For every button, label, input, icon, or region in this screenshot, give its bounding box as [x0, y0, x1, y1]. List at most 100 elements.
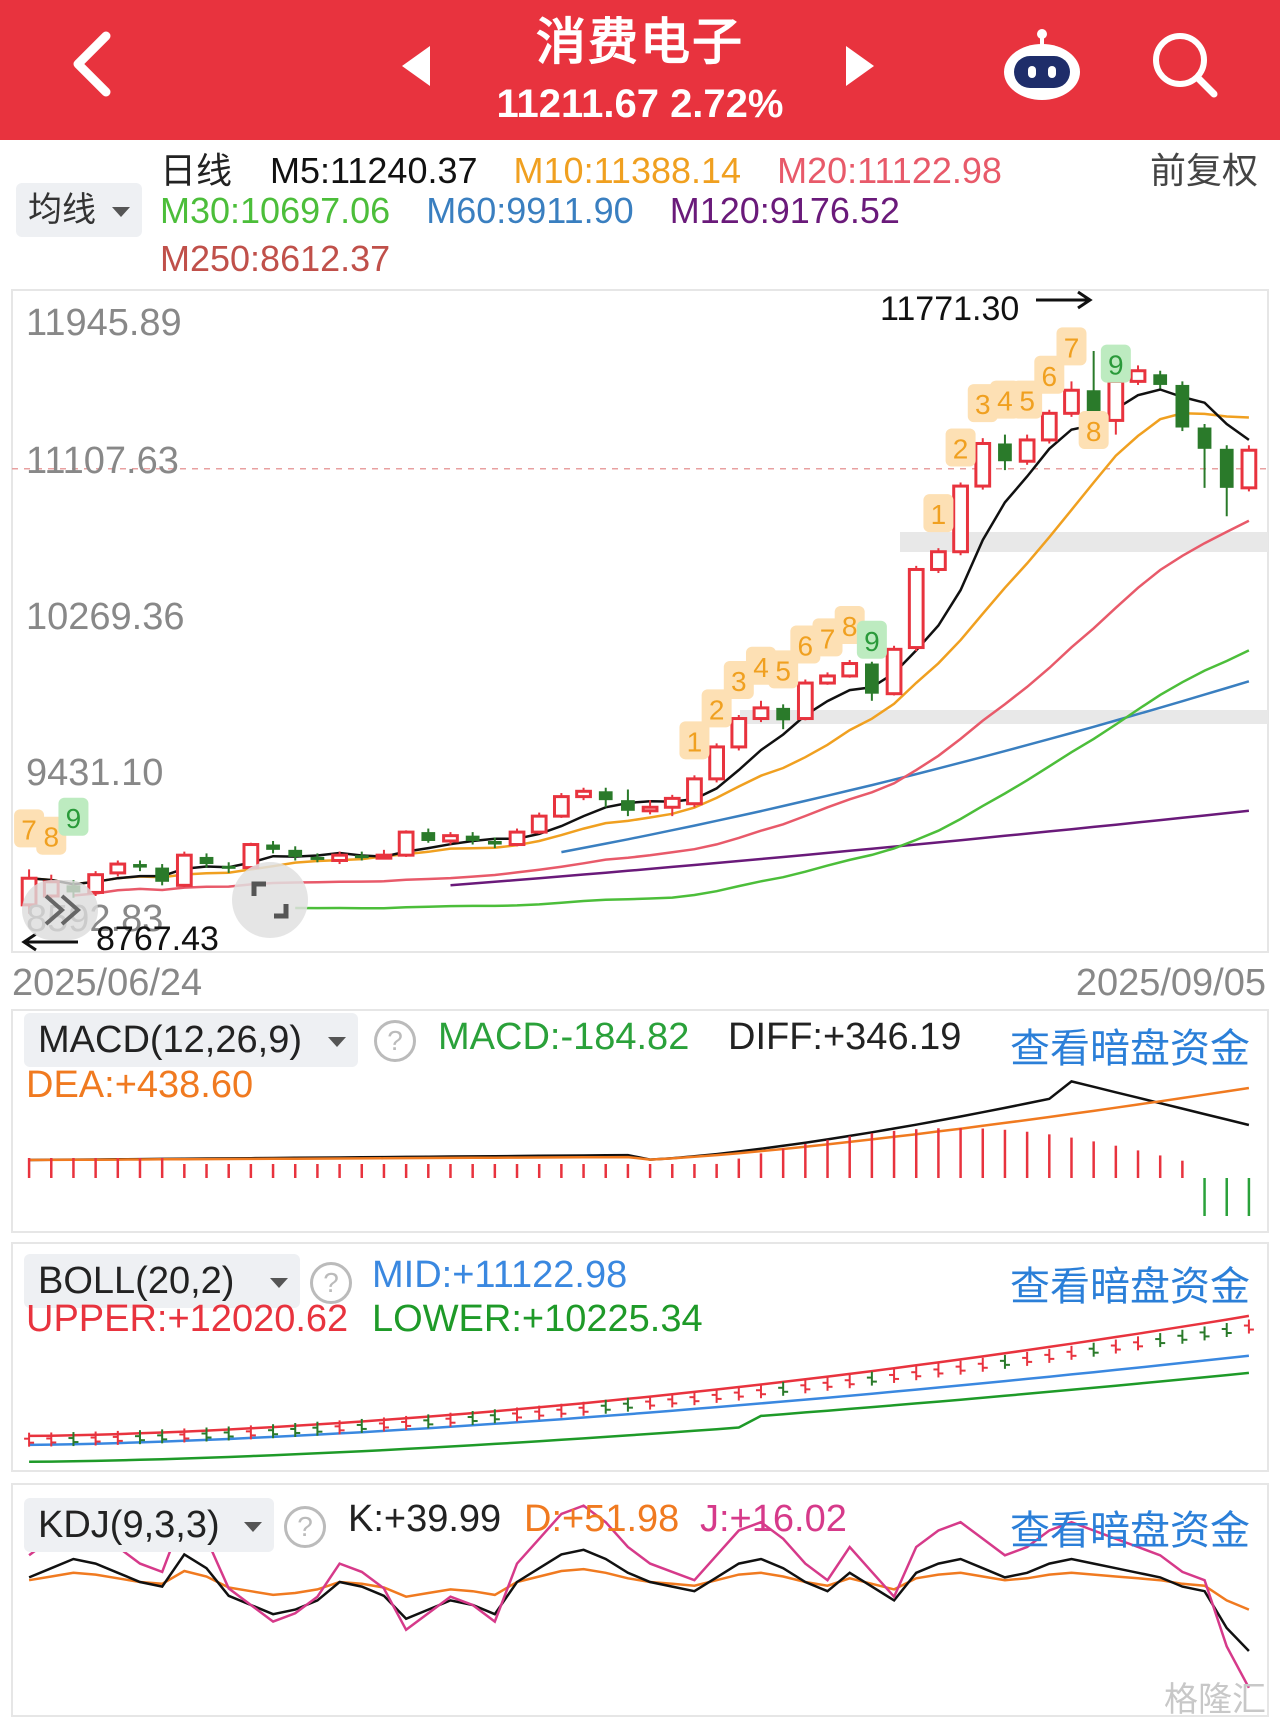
- td-marker: 6: [1042, 361, 1058, 392]
- candle-body: [442, 834, 459, 843]
- diff-value: DIFF:+346.19: [728, 1016, 962, 1058]
- td-marker: 2: [953, 434, 969, 465]
- watermark-logo: 格隆汇: [1164, 1672, 1266, 1721]
- help-icon[interactable]: ?: [310, 1262, 352, 1304]
- candle-body: [199, 856, 214, 865]
- kdj-k-value: K:+39.99: [348, 1498, 502, 1540]
- expand-left-button[interactable]: [22, 880, 98, 940]
- boll-panel-frame: [11, 1242, 1269, 1472]
- ma-line-1: 日线 M5:11240.37 M10:11388.14 M20:11122.98: [160, 142, 1002, 194]
- ma20-line: [73, 519, 1250, 897]
- boll-select[interactable]: BOLL(20,2): [24, 1254, 300, 1308]
- td-marker: 8: [842, 611, 858, 642]
- candle-body: [907, 567, 925, 650]
- dea-value: DEA:+438.60: [26, 1064, 254, 1106]
- band-highlight: [740, 710, 1268, 724]
- candle-body: [487, 840, 502, 845]
- td-marker: 7: [21, 814, 37, 845]
- candle-body: [686, 777, 703, 806]
- chevron-down-icon: [328, 1037, 346, 1047]
- boll-upper-value: UPPER:+12020.62: [26, 1298, 349, 1340]
- macd-select[interactable]: MACD(12,26,9): [24, 1013, 358, 1067]
- page-title: 消费电子: [536, 14, 744, 70]
- low-annotation: 8767.43: [96, 920, 219, 958]
- candle-body: [819, 674, 836, 685]
- td-marker: 5: [775, 655, 791, 686]
- ma-select-label: 均线: [28, 191, 96, 229]
- ma250-value: M250:8612.37: [160, 238, 391, 279]
- candle-body: [621, 800, 635, 811]
- dark-pool-link[interactable]: 查看暗盘资金: [1010, 1509, 1250, 1553]
- ma20-value: M20:11122.98: [777, 150, 1002, 191]
- ma120-line: [450, 809, 1250, 887]
- boll-upper-line: [29, 1314, 1250, 1438]
- boll-mid-line: [29, 1354, 1250, 1447]
- price-axis-label: 10269.36: [26, 596, 185, 638]
- boll-select-label: BOLL(20,2): [38, 1260, 235, 1302]
- price-axis-label: 11945.89: [26, 302, 182, 344]
- td-marker-bg: [1100, 344, 1131, 383]
- ma-select[interactable]: 均线: [16, 183, 142, 237]
- header-bar: 消费电子 11211.67 2.72%: [0, 0, 1280, 140]
- dark-pool-link[interactable]: 查看暗盘资金: [1010, 1265, 1250, 1309]
- chevron-down-icon: [112, 207, 130, 217]
- candle-body: [575, 789, 592, 799]
- candle-body: [864, 663, 879, 694]
- candle-body: [155, 867, 170, 882]
- candle-body: [930, 550, 947, 571]
- candle-body: [641, 805, 659, 813]
- candle-body: [663, 796, 681, 809]
- fullscreen-button[interactable]: [232, 862, 308, 938]
- candle-body: [288, 849, 303, 857]
- ma60-value: M60:9911.90: [426, 190, 634, 231]
- band-highlight: [900, 532, 1268, 552]
- date-end: 2025/09/05: [1075, 962, 1266, 1004]
- price-value: 11211.67: [496, 82, 659, 126]
- ma120-value: M120:9176.52: [669, 190, 900, 231]
- candle-body: [708, 745, 726, 781]
- candle-body: [1107, 379, 1125, 422]
- high-arrow-icon: [1036, 290, 1093, 310]
- candle-body: [465, 835, 480, 841]
- candle-body: [133, 864, 147, 868]
- candle-body: [221, 865, 236, 869]
- price-axis-label: 9431.10: [26, 752, 164, 794]
- td-marker: 1: [687, 726, 703, 757]
- candle-body: [175, 853, 193, 887]
- change-value: 2.72%: [670, 82, 784, 126]
- candle-body: [796, 681, 814, 721]
- candle-body: [109, 862, 127, 875]
- ma10-line: [28, 412, 1249, 886]
- ma30-line: [295, 649, 1250, 910]
- ma-line-3: M250:8612.37: [160, 238, 390, 280]
- macd-value: MACD:-184.82: [438, 1016, 690, 1058]
- kdj-panel-frame: [11, 1483, 1269, 1717]
- help-icon[interactable]: ?: [374, 1020, 416, 1062]
- td-marker: 4: [753, 652, 769, 683]
- candle-body: [752, 706, 770, 721]
- ma-line-2: M30:10697.06 M60:9911.90 M120:9176.52: [160, 190, 900, 232]
- candle-body: [87, 873, 105, 894]
- kdj-select[interactable]: KDJ(9,3,3): [24, 1498, 274, 1552]
- td-marker: 2: [709, 694, 725, 725]
- candle-body: [1018, 438, 1036, 463]
- boll-lower-value: LOWER:+10225.34: [372, 1298, 703, 1340]
- chevron-down-icon: [270, 1278, 288, 1288]
- dark-pool-link[interactable]: 查看暗盘资金: [1010, 1027, 1250, 1071]
- fullscreen-icon: [251, 881, 289, 919]
- td-marker: 9: [1108, 350, 1124, 381]
- adjust-label[interactable]: 前复权: [1149, 150, 1258, 191]
- back-arrow-icon[interactable]: [70, 28, 140, 108]
- candle-body: [998, 443, 1012, 462]
- candle-body: [421, 832, 436, 841]
- help-icon[interactable]: ?: [284, 1506, 326, 1548]
- td-marker-bg: [58, 797, 89, 836]
- candle-body: [1197, 427, 1212, 449]
- kdj-d-value: D:+51.98: [524, 1498, 680, 1540]
- td-marker: 3: [731, 666, 747, 697]
- candle-body: [1040, 411, 1058, 442]
- candle-body: [331, 853, 348, 862]
- candle-body: [730, 717, 748, 749]
- low-arrow-icon: [21, 932, 78, 952]
